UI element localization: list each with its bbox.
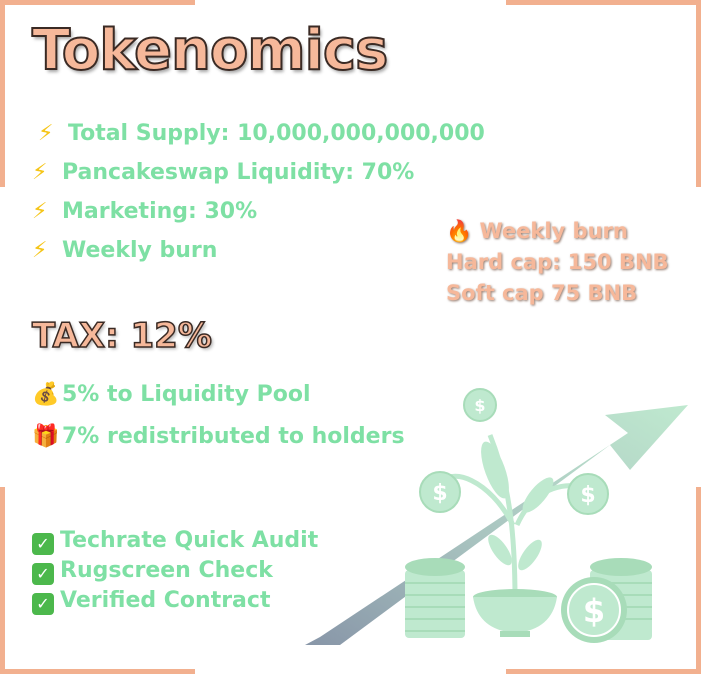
svg-text:$: $ (474, 396, 485, 415)
tax-item-liquidity: 💰 5% to Liquidity Pool (32, 382, 311, 407)
check-icon: ✓ (32, 533, 54, 555)
check-icon: ✓ (32, 593, 54, 615)
money-bag-icon: 💰 (32, 382, 60, 407)
fire-icon: 🔥 (446, 219, 473, 243)
gift-icon: 🎁 (32, 424, 60, 449)
frame-bottom-right (506, 669, 701, 674)
frame-bottom-left (0, 669, 195, 674)
lightning-icon: ⚡ (38, 121, 54, 146)
svg-text:$: $ (432, 481, 447, 506)
page-title: Tokenomics (31, 17, 389, 84)
dollar-coin-icon: $ (567, 473, 609, 515)
check-techrate: ✓ Techrate Quick Audit (32, 528, 318, 555)
side-weekly-burn: 🔥 Weekly burn (446, 219, 628, 244)
frame-left-bottom (0, 487, 5, 674)
feature-weekly-burn: ⚡ Weekly burn (32, 238, 217, 263)
frame-right-top (696, 0, 701, 187)
dollar-coin-icon: $ (561, 577, 627, 643)
feature-total-supply: ⚡ Total Supply: 10,000,000,000,000 (38, 121, 485, 146)
dollar-coin-icon: $ (419, 471, 461, 513)
growth-illustration: $ $ $ $ (305, 388, 688, 645)
tax-title: TAX: 12% (31, 315, 212, 357)
feature-label: Weekly burn (62, 238, 218, 263)
check-label: Verified Contract (60, 588, 271, 613)
tax-item-label: 5% to Liquidity Pool (62, 382, 311, 407)
coin-stack-icon (405, 558, 465, 638)
frame-left-top (0, 0, 5, 187)
feature-label: Pancakeswap Liquidity: 70% (62, 160, 415, 185)
feature-liquidity: ⚡ Pancakeswap Liquidity: 70% (32, 160, 414, 185)
svg-text:$: $ (580, 483, 595, 508)
tax-item-label: 7% redistributed to holders (62, 424, 405, 449)
side-weekly-burn-label: Weekly burn (479, 219, 628, 243)
feature-label: Marketing: 30% (62, 199, 258, 224)
lightning-icon: ⚡ (32, 238, 48, 263)
check-label: Rugscreen Check (60, 558, 273, 583)
dollar-coin-icon: $ (463, 388, 497, 422)
growth-arrow-icon (305, 405, 688, 645)
side-hard-cap: Hard cap: 150 BNB (446, 250, 669, 274)
check-rugscreen: ✓ Rugscreen Check (32, 558, 273, 585)
feature-marketing: ⚡ Marketing: 30% (32, 199, 257, 224)
lightning-icon: ⚡ (32, 199, 48, 224)
svg-text:$: $ (583, 592, 605, 630)
check-icon: ✓ (32, 563, 54, 585)
tax-item-redistribution: 🎁 7% redistributed to holders (32, 424, 405, 449)
frame-top-left (0, 0, 195, 5)
frame-top-right (506, 0, 701, 5)
frame-right-bottom (696, 487, 701, 674)
feature-label: Total Supply: 10,000,000,000,000 (68, 121, 485, 146)
bowl-icon (473, 589, 557, 637)
lightning-icon: ⚡ (32, 160, 48, 185)
side-soft-cap: Soft cap 75 BNB (446, 281, 638, 305)
check-label: Techrate Quick Audit (60, 528, 319, 553)
check-verified: ✓ Verified Contract (32, 588, 270, 615)
